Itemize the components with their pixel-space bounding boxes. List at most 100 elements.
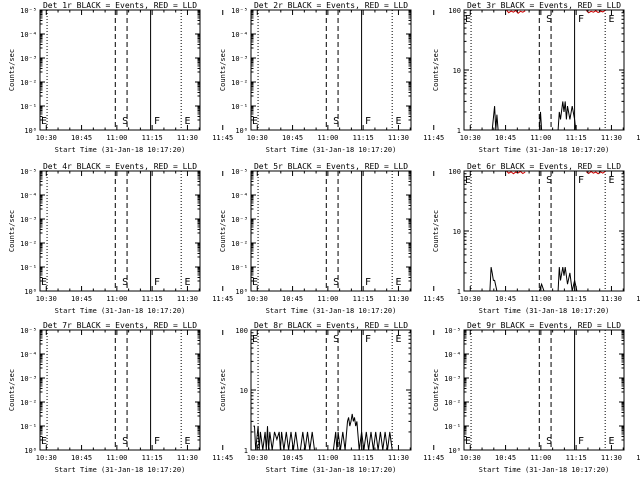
x-tick-label: 11:30	[177, 295, 198, 303]
x-tick-label: 11:00	[317, 295, 338, 303]
x-axis-label: Start Time (31-Jan-18 10:17:20)	[266, 466, 397, 474]
y-tick-label: 10⁻³	[20, 375, 37, 383]
x-tick-label: 10:30	[36, 295, 57, 303]
detector-panel-4: Det 4r BLACK = Events, RED = LLD Counts/s…	[8, 162, 233, 315]
marker-letter-f: F	[365, 334, 371, 345]
x-tick-label: 11:00	[530, 454, 551, 462]
marker-letter-f: F	[365, 116, 371, 127]
x-tick-label: 11:30	[177, 454, 198, 462]
y-tick-label: 10⁻²	[20, 240, 37, 248]
marker-letter-s: S	[333, 116, 339, 127]
y-tick-label: 10⁻⁴	[20, 31, 37, 39]
y-tick-label: 10⁻⁴	[444, 351, 461, 359]
x-axis-label: Start Time (31-Jan-18 10:17:20)	[479, 307, 610, 315]
x-tick-label: 11:00	[317, 134, 338, 142]
marker-letter-e: E	[396, 277, 402, 288]
x-axis-label: Start Time (31-Jan-18 10:17:20)	[55, 146, 186, 154]
x-axis-label: Start Time (31-Jan-18 10:17:20)	[266, 307, 397, 315]
plot-frame	[39, 329, 201, 451]
x-tick-label: 11:45	[212, 295, 233, 303]
marker-letter-e: E	[252, 277, 258, 288]
marker-letter-s: S	[122, 436, 128, 447]
y-tick-label: 10⁻¹	[231, 264, 248, 272]
panel-title: Det 1r BLACK = Events, RED = LLD	[43, 1, 197, 10]
marker-letter-e: E	[252, 116, 258, 127]
y-axis-label: Counts/sec	[432, 210, 440, 252]
panel-title: Det 9r BLACK = Events, RED = LLD	[467, 321, 621, 330]
marker-letter-e: E	[396, 116, 402, 127]
detector-panel-7: Det 7r BLACK = Events, RED = LLD Counts/s…	[8, 321, 233, 474]
y-tick-label: 10	[240, 387, 248, 395]
marker-letter-f: F	[365, 277, 371, 288]
plot-frame	[39, 170, 201, 292]
marker-letter-e: E	[465, 14, 471, 25]
y-tick-label: 10⁻²	[231, 240, 248, 248]
x-tick-label: 10:30	[36, 134, 57, 142]
marker-letter-f: F	[578, 436, 584, 447]
y-tick-label: 10⁻¹	[20, 264, 37, 272]
x-tick-label: 11:15	[353, 295, 374, 303]
x-tick-label: 10:45	[71, 134, 92, 142]
y-axis-label: Counts/sec	[219, 49, 227, 91]
y-tick-label: 10⁻¹	[20, 103, 37, 111]
marker-letter-f: F	[578, 175, 584, 186]
x-tick-label: 11:00	[106, 134, 127, 142]
x-axis-label: Start Time (31-Jan-18 10:17:20)	[479, 146, 610, 154]
x-tick-label: 11:15	[142, 134, 163, 142]
marker-letter-s: S	[333, 334, 339, 345]
y-tick-label: 10⁻⁴	[231, 31, 248, 39]
y-axis-label: Counts/sec	[8, 49, 16, 91]
y-tick-label: 10⁻³	[20, 55, 37, 63]
x-axis-label: Start Time (31-Jan-18 10:17:20)	[266, 146, 397, 154]
x-tick-label: 11:15	[353, 454, 374, 462]
panel-title: Det 6r BLACK = Events, RED = LLD	[467, 162, 621, 171]
x-tick-label: 10:30	[247, 454, 268, 462]
y-tick-label: 10⁻⁵	[444, 327, 461, 335]
y-tick-label: 10⁻³	[231, 216, 248, 224]
marker-letter-s: S	[546, 14, 552, 25]
y-axis-label: Counts/sec	[219, 369, 227, 411]
x-tick-label: 11:00	[530, 134, 551, 142]
x-tick-label: 10:45	[282, 454, 303, 462]
x-tick-label: 10:30	[460, 295, 481, 303]
y-tick-label: 10⁻²	[20, 399, 37, 407]
y-tick-label: 10⁻⁴	[20, 192, 37, 200]
x-axis-label: Start Time (31-Jan-18 10:17:20)	[479, 466, 610, 474]
x-tick-label: 11:30	[601, 454, 622, 462]
x-tick-label: 11:45	[423, 134, 444, 142]
marker-letter-e: E	[252, 334, 258, 345]
x-tick-label: 10:30	[460, 454, 481, 462]
x-tick-label: 11:45	[636, 295, 640, 303]
y-tick-label: 10⁰	[235, 127, 248, 135]
x-axis-label: Start Time (31-Jan-18 10:17:20)	[55, 307, 186, 315]
events-series-line	[468, 101, 587, 131]
y-tick-label: 10⁻³	[231, 55, 248, 63]
events-series-line	[468, 267, 587, 292]
y-tick-label: 100	[235, 327, 248, 335]
x-tick-label: 11:15	[566, 134, 587, 142]
x-tick-label: 11:30	[388, 134, 409, 142]
marker-letter-e: E	[609, 14, 615, 25]
y-tick-label: 10⁻²	[231, 79, 248, 87]
y-tick-label: 10	[453, 228, 461, 236]
lld-series-line	[586, 10, 606, 14]
x-tick-label: 10:45	[495, 295, 516, 303]
marker-letter-e: E	[609, 436, 615, 447]
plot-frame	[463, 9, 625, 131]
marker-letter-s: S	[546, 436, 552, 447]
y-tick-label: 100	[448, 7, 461, 15]
marker-letter-e: E	[41, 436, 47, 447]
marker-letter-f: F	[154, 116, 160, 127]
x-tick-label: 10:45	[282, 295, 303, 303]
y-tick-label: 10⁻³	[20, 216, 37, 224]
y-tick-label: 10⁻¹	[20, 423, 37, 431]
lld-series-line	[586, 170, 606, 175]
plot-frame	[39, 9, 201, 131]
y-axis-label: Counts/sec	[432, 369, 440, 411]
panel-title: Det 7r BLACK = Events, RED = LLD	[43, 321, 197, 330]
x-tick-label: 11:00	[317, 454, 338, 462]
x-tick-label: 11:15	[353, 134, 374, 142]
x-tick-label: 10:30	[460, 134, 481, 142]
x-tick-label: 11:45	[423, 295, 444, 303]
x-tick-label: 11:15	[566, 454, 587, 462]
